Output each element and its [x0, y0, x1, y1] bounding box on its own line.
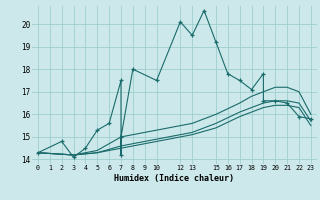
X-axis label: Humidex (Indice chaleur): Humidex (Indice chaleur) — [115, 174, 234, 183]
